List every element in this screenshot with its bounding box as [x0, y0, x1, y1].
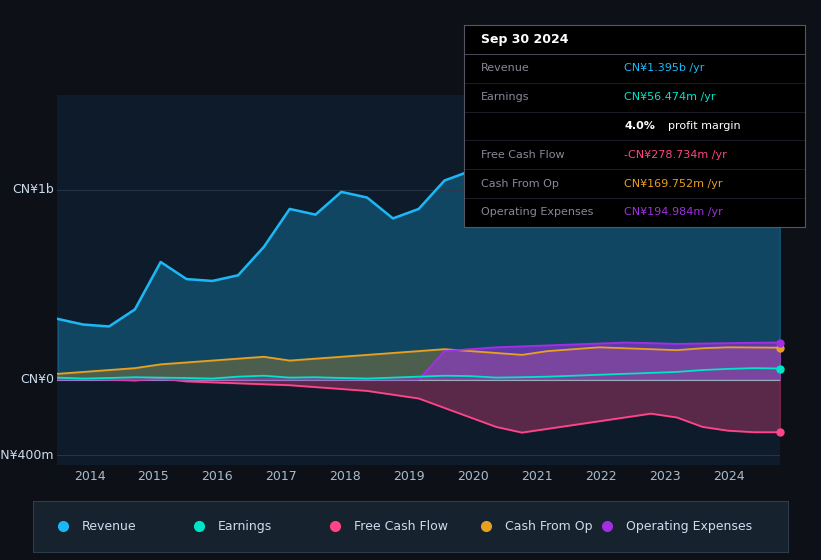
Text: CN¥194.984m /yr: CN¥194.984m /yr [624, 207, 722, 217]
Text: Sep 30 2024: Sep 30 2024 [481, 33, 568, 46]
Text: Earnings: Earnings [218, 520, 272, 533]
Text: CN¥1.395b /yr: CN¥1.395b /yr [624, 63, 704, 73]
Text: Free Cash Flow: Free Cash Flow [481, 150, 565, 160]
Text: Earnings: Earnings [481, 92, 530, 102]
Text: Revenue: Revenue [82, 520, 136, 533]
Text: -CN¥400m: -CN¥400m [0, 449, 54, 462]
Text: -CN¥278.734m /yr: -CN¥278.734m /yr [624, 150, 727, 160]
Text: Revenue: Revenue [481, 63, 530, 73]
Text: profit margin: profit margin [668, 121, 741, 131]
Text: Cash From Op: Cash From Op [481, 179, 559, 189]
Text: CN¥0: CN¥0 [20, 373, 54, 386]
Text: CN¥56.474m /yr: CN¥56.474m /yr [624, 92, 715, 102]
Text: Free Cash Flow: Free Cash Flow [354, 520, 447, 533]
Text: Operating Expenses: Operating Expenses [481, 207, 594, 217]
Text: Cash From Op: Cash From Op [505, 520, 593, 533]
Text: 4.0%: 4.0% [624, 121, 655, 131]
Text: CN¥1b: CN¥1b [12, 184, 54, 197]
Text: CN¥169.752m /yr: CN¥169.752m /yr [624, 179, 722, 189]
Text: Operating Expenses: Operating Expenses [626, 520, 752, 533]
